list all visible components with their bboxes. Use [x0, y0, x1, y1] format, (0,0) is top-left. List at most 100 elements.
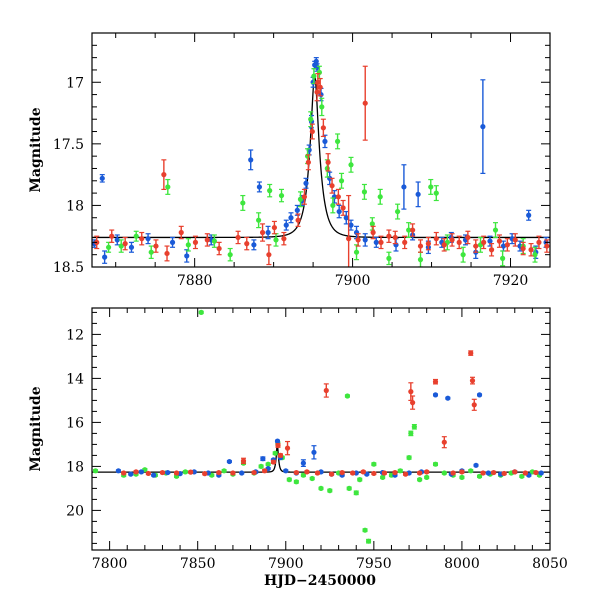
bottom-panel-point-green	[411, 424, 417, 430]
bottom-panel-frame	[91, 307, 551, 551]
top-panel-point-red	[481, 239, 487, 245]
top-panel-point-blue	[303, 180, 309, 186]
top-panel-point-green	[433, 190, 439, 196]
top-panel-point-blue	[256, 184, 263, 190]
top-panel-point-green	[278, 192, 285, 199]
bottom-panel-point-green	[344, 393, 351, 399]
top-panel-point-green	[492, 227, 499, 233]
bottom-panel-point-red	[145, 470, 151, 477]
bottom-panel-point-red	[216, 469, 222, 476]
top-panel-point-red	[317, 84, 323, 90]
bottom-panel-point-red	[304, 469, 310, 475]
top-panel-point-red	[335, 194, 341, 200]
bottom-panel-point-blue	[485, 470, 491, 476]
bottom-panel-point-red	[432, 379, 439, 385]
top-panel-point-red	[315, 79, 321, 85]
top-panel-point-red	[449, 237, 455, 243]
top-panel-point-green	[227, 252, 233, 258]
top-panel-point-red	[362, 100, 368, 106]
top-panel-x-tick-label: 7900	[335, 273, 371, 289]
bottom-panel-series-blue	[115, 392, 544, 478]
top-panel-point-blue	[265, 229, 271, 236]
top-panel-point-red	[544, 243, 550, 249]
bottom-panel-point-blue	[226, 458, 232, 465]
top-panel-point-red	[109, 233, 115, 239]
top-panel-point-red	[441, 242, 447, 248]
bottom-panel-point-green	[92, 468, 99, 474]
bottom-panel-point-red	[251, 469, 257, 476]
top-panel-point-red	[301, 194, 308, 200]
bottom-panel-point-green	[318, 485, 324, 491]
bottom-panel-y-tick-label: 20	[66, 503, 84, 519]
top-panel-point-red	[216, 245, 222, 252]
bottom-panel-point-red	[133, 469, 139, 475]
top-panel-point-blue	[145, 236, 151, 242]
bottom-panel-point-blue	[151, 472, 157, 478]
bottom-panel-x-tick-label: 7900	[268, 556, 304, 572]
top-panel-point-blue	[348, 222, 354, 228]
bottom-panel-point-green	[353, 490, 359, 496]
top-panel-point-green	[118, 243, 124, 249]
top-panel-point-red	[378, 239, 384, 245]
top-panel-point-red	[504, 242, 510, 248]
bottom-panel-point-blue	[260, 456, 266, 462]
bottom-panel-point-green	[380, 474, 386, 480]
bottom-panel-point-red	[173, 470, 180, 476]
bottom-panel-point-red	[480, 470, 486, 476]
top-panel-point-red	[309, 128, 315, 135]
top-panel-x-tick-label: 7880	[177, 273, 213, 289]
top-panel-point-red	[512, 237, 518, 243]
bottom-panel-point-green	[397, 468, 403, 474]
bottom-panel-point-green	[424, 474, 430, 480]
top-panel-y-tick-label: 17.5	[53, 137, 84, 153]
bottom-panel-point-green	[327, 488, 333, 494]
bottom-panel-point-red	[277, 452, 284, 458]
bottom-panel-point-green	[309, 475, 315, 482]
top-panel-point-blue	[288, 215, 294, 221]
bottom-panel-x-axis-label: HJD−2450000	[264, 573, 376, 589]
bottom-panel-point-green	[476, 473, 483, 479]
top-panel-point-red	[122, 241, 128, 247]
top-panel-point-blue	[487, 238, 493, 244]
top-panel-point-red	[161, 172, 167, 178]
bottom-panel-point-green	[300, 472, 306, 478]
bottom-panel-point-red	[328, 471, 335, 477]
top-panel-point-red	[235, 234, 241, 241]
bottom-panel-point-red	[468, 350, 474, 356]
top-panel-point-red	[153, 243, 159, 249]
top-panel-point-green	[273, 237, 279, 243]
top-panel-point-red	[320, 125, 326, 131]
top-panel-point-green	[361, 189, 368, 195]
top-panel-point-red	[433, 236, 439, 242]
top-panel-point-green	[148, 249, 154, 255]
bottom-panel-point-blue	[138, 469, 144, 475]
top-panel-point-green	[105, 244, 112, 250]
top-panel-point-blue	[362, 237, 368, 243]
top-panel-point-blue	[184, 253, 190, 259]
top-panel-point-green	[532, 252, 538, 258]
top-panel-point-green	[500, 255, 506, 261]
bottom-panel-point-red	[392, 469, 398, 476]
top-panel-point-blue	[99, 175, 105, 181]
bottom-panel-point-red	[512, 469, 518, 475]
top-panel-point-green	[394, 208, 401, 215]
bottom-panel-x-tick-label: 7800	[92, 556, 128, 572]
top-panel-point-red	[402, 239, 408, 245]
bottom-panel-point-red	[459, 469, 465, 475]
bottom-panel-point-blue	[311, 449, 317, 455]
top-panel-point-red	[259, 229, 266, 236]
bottom-panel-point-red	[262, 468, 268, 474]
bottom-panel-point-red	[424, 469, 430, 475]
top-panel-point-red	[271, 224, 278, 231]
top-panel-y-tick-label: 17	[66, 75, 84, 91]
top-panel-point-red	[340, 205, 346, 211]
bottom-panel-point-red	[230, 470, 236, 476]
bottom-panel-series-red	[121, 350, 539, 477]
top-panel-point-green	[185, 242, 191, 248]
top-panel-y-tick-label: 18.5	[53, 260, 84, 276]
top-panel-point-red	[192, 239, 199, 245]
top-panel-point-blue	[102, 254, 108, 260]
top-panel-point-green	[297, 196, 304, 202]
bottom-panel-point-red	[522, 470, 528, 476]
